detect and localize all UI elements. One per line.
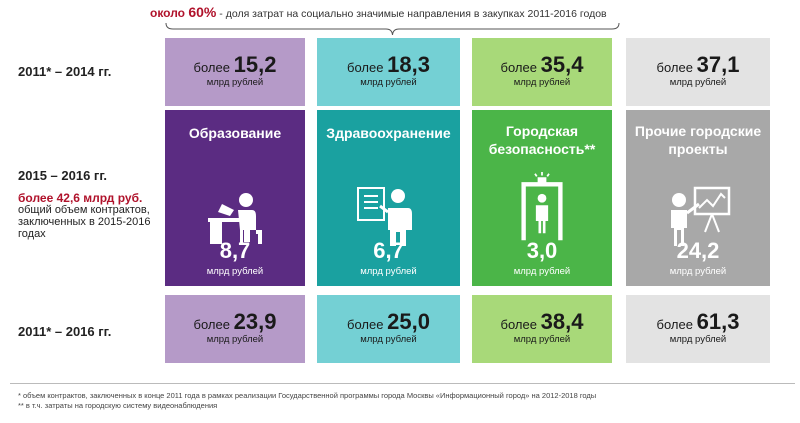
total-description: общий объем контрактов, заключенных в 20… xyxy=(18,204,151,240)
edu-2011-2014: более 15,2 млрд рублей xyxy=(165,38,305,106)
footnote-2: ** в т.ч. затраты на городскую систему в… xyxy=(18,401,218,410)
edu-2011-2014-value: 15,2 xyxy=(233,52,277,77)
metal-detector-icon xyxy=(521,172,563,241)
other-2015-2016: Прочие городские проекты 24,2 млрд рубле… xyxy=(626,110,770,286)
student-desk-icon xyxy=(208,193,262,244)
total-amount: более 42,6 млрд руб. xyxy=(18,191,143,205)
security-2011-2016: более 38,4 млрд рублей xyxy=(472,295,612,363)
security-2015-2016-value: 3,0 xyxy=(526,238,558,263)
other-2015-2016-value: 24,2 xyxy=(676,238,720,263)
health-2015-2016-value: 6,7 xyxy=(373,238,404,263)
security-title: Городская безопасность** xyxy=(488,123,596,157)
footnote-1: * объем контрактов, заключенных в конце … xyxy=(18,391,597,400)
edu-title: Образование xyxy=(188,125,282,141)
presentation-icon xyxy=(671,186,731,246)
other-2011-2014: более 37,1 млрд рублей xyxy=(626,38,770,106)
edu-2015-2016: Образование 8,7 млрд рублей xyxy=(165,110,305,286)
health-2011-2014-value: 18,3 xyxy=(387,52,430,77)
health-2011-2016: более 25,0 млрд рублей xyxy=(317,295,460,363)
security-2015-2016: Городская безопасность** 3,0 млрд рублей xyxy=(472,110,612,286)
edu-2011-2016-value: 23,9 xyxy=(233,309,277,334)
other-2011-2014-value: 37,1 xyxy=(696,52,740,77)
doctor-icon xyxy=(356,187,412,246)
other-2011-2016: более 61,3 млрд рублей xyxy=(626,295,770,363)
security-2011-2014-value: 35,4 xyxy=(540,52,584,77)
other-2011-2016-value: 61,3 xyxy=(696,309,740,334)
footnotes: * объем контрактов, заключенных в конце … xyxy=(18,391,788,411)
security-2011-2014: более 35,4 млрд рублей xyxy=(472,38,612,106)
row-label-2015-2016: 2015 – 2016 гг. xyxy=(18,168,108,183)
health-title: Здравоохранение xyxy=(326,125,451,141)
security-2011-2016-value: 38,4 xyxy=(540,309,584,334)
row-label-2011-2016: 2011* – 2016 гг. xyxy=(18,324,112,339)
other-title: Прочие городские проекты xyxy=(634,123,762,157)
header-caption: около 60% - доля затрат на социально зна… xyxy=(150,4,630,20)
total-note: более 42,6 млрд руб. общий объем контрак… xyxy=(18,192,168,240)
header-brace xyxy=(165,22,620,36)
row-label-2011-2014: 2011* – 2014 гг. xyxy=(18,64,112,79)
edu-2011-2016: более 23,9 млрд рублей xyxy=(165,295,305,363)
footer-divider xyxy=(10,383,795,384)
health-2011-2014: более 18,3 млрд рублей xyxy=(317,38,460,106)
health-2015-2016: Здравоохранение 6,7 млрд рублей xyxy=(317,110,460,286)
header-text: - доля затрат на социально значимые напр… xyxy=(216,8,607,20)
edu-2015-2016-value: 8,7 xyxy=(219,238,251,263)
health-2011-2016-value: 25,0 xyxy=(387,309,430,334)
header-percent: около 60% xyxy=(150,4,217,20)
